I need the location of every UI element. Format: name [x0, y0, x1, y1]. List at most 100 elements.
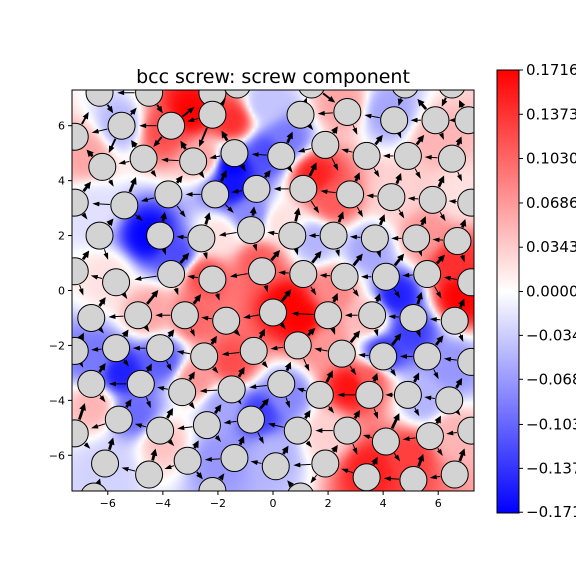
displacement-arrow	[331, 444, 338, 453]
displacement-arrow	[263, 285, 269, 293]
colorbar-ticks: 0.1716 0.1373 0.1030 0.0686 0.0343 0.0000 −0.0…	[519, 61, 576, 521]
displacement-arrow	[458, 448, 466, 462]
displacement-arrow	[291, 311, 314, 317]
displacement-arrow	[341, 148, 353, 154]
atom	[393, 380, 422, 409]
colorbar-tick-label: 0.0000	[526, 283, 576, 301]
atom	[72, 188, 89, 217]
atom	[104, 405, 133, 434]
displacement-arrow	[284, 361, 292, 372]
displacement-arrow	[344, 312, 358, 318]
colorbar-tick-label: 0.1716	[526, 61, 576, 79]
displacement-arrow	[286, 131, 293, 144]
displacement-arrow	[287, 480, 294, 488]
displacement-arrow	[410, 117, 421, 123]
atom	[336, 180, 365, 209]
displacement-arrow	[435, 254, 446, 265]
displacement-arrow	[399, 354, 413, 359]
displacement-arrow	[458, 100, 466, 108]
displacement-arrow	[107, 437, 115, 451]
atom	[399, 303, 428, 332]
atom	[224, 90, 251, 99]
atom	[393, 141, 422, 170]
atom	[267, 141, 296, 170]
displacement-arrow	[429, 474, 441, 480]
displacement-arrow	[131, 139, 138, 148]
displacement-arrow	[459, 219, 467, 228]
displacement-arrow	[385, 392, 394, 398]
atom	[146, 221, 175, 250]
atom	[413, 342, 442, 371]
colorbar-tick-label: −0.171	[526, 503, 576, 521]
displacement-arrow	[352, 125, 358, 135]
atom	[242, 174, 271, 203]
atom	[286, 100, 315, 129]
displacement-arrow	[103, 249, 109, 260]
displacement-arrow	[315, 428, 333, 433]
displacement-arrow	[317, 110, 333, 116]
atom	[220, 444, 249, 473]
atom	[129, 144, 158, 173]
displacement-arrow	[391, 235, 402, 241]
displacement-arrow	[358, 352, 369, 358]
x-tick-label: −4	[155, 497, 171, 510]
displacement-arrow	[192, 294, 202, 305]
displacement-arrow	[77, 332, 84, 341]
displacement-arrow	[412, 372, 420, 383]
atom	[88, 152, 117, 181]
atom	[298, 90, 325, 99]
displacement-arrow	[311, 250, 322, 264]
x-tick-label: 2	[325, 497, 332, 510]
displacement-arrow	[210, 335, 217, 345]
displacement-arrow	[167, 439, 175, 447]
colorbar-tick-label: 0.0686	[526, 194, 576, 212]
colorbar-gradient	[496, 69, 520, 514]
displacement-arrow	[432, 237, 444, 243]
atom	[187, 224, 216, 253]
displacement-arrow	[176, 205, 186, 218]
atom	[236, 216, 265, 245]
displacement-arrow	[273, 186, 289, 192]
y-tick-label: −4	[49, 394, 65, 407]
displacement-arrow	[267, 422, 284, 428]
atom	[236, 405, 265, 434]
displacement-arrow	[188, 402, 195, 410]
atom	[198, 477, 227, 491]
displacement-arrow	[327, 406, 335, 414]
displacement-arrow	[146, 289, 159, 305]
atom	[198, 100, 227, 129]
displacement-arrow	[382, 153, 394, 159]
atom	[173, 446, 202, 475]
displacement-arrow	[243, 314, 259, 319]
atom	[267, 369, 296, 398]
atom	[371, 262, 400, 291]
atom	[72, 257, 89, 286]
displacement-arrow	[303, 358, 310, 372]
displacement-arrow	[176, 350, 191, 355]
displacement-arrow	[155, 312, 171, 318]
atom	[135, 90, 164, 107]
displacement-arrow	[117, 90, 135, 96]
displacement-arrow	[335, 249, 340, 257]
displacement-arrow	[353, 172, 361, 182]
displacement-arrow	[82, 181, 91, 192]
displacement-arrow	[296, 387, 307, 393]
displacement-arrow	[199, 388, 218, 394]
displacement-arrow	[378, 214, 386, 226]
displacement-arrow	[393, 253, 405, 267]
displacement-arrow	[214, 435, 222, 443]
atom	[110, 191, 139, 220]
displacement-arrow	[373, 408, 378, 420]
displacement-arrow	[98, 363, 106, 373]
y-tick-label: 4	[58, 175, 65, 188]
displacement-arrow	[303, 409, 311, 419]
displacement-arrow	[263, 169, 271, 179]
atoms	[72, 90, 474, 491]
colorbar-tick-label: −0.137	[526, 459, 576, 477]
atom	[261, 452, 290, 481]
displacement-arrow	[91, 346, 102, 352]
displacement-arrow	[383, 476, 399, 482]
displacement-arrow	[225, 204, 234, 213]
atom	[198, 265, 227, 294]
displacement-arrow	[179, 252, 190, 264]
